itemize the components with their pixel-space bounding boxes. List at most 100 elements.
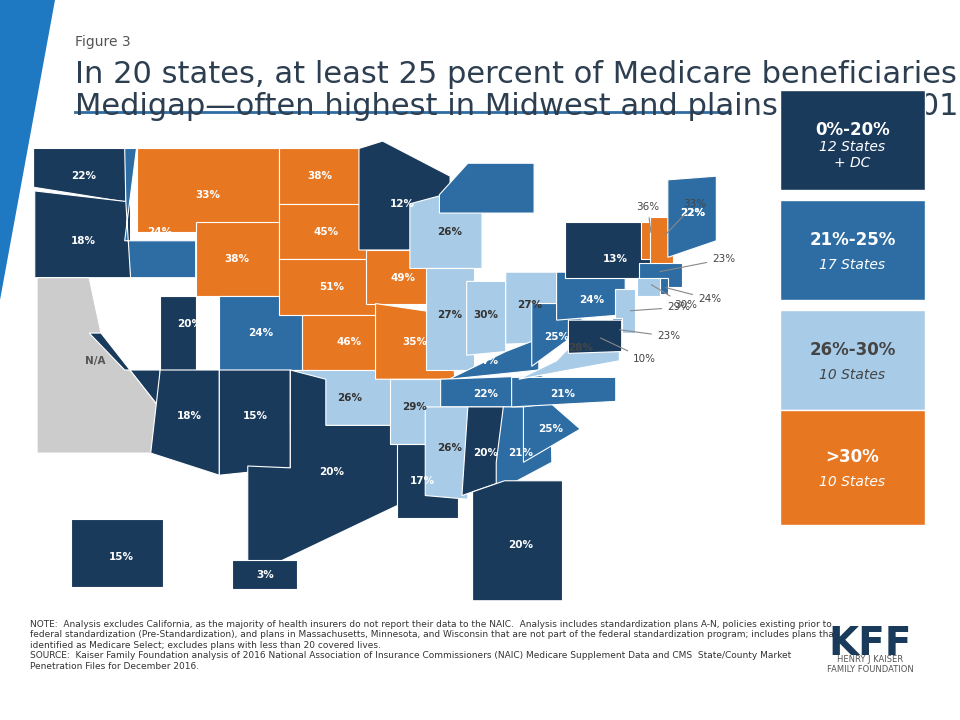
Text: 24%: 24% [249,328,274,338]
Text: N/A: N/A [84,356,106,366]
Polygon shape [232,559,297,589]
Polygon shape [125,148,196,278]
Text: 26%: 26% [438,227,463,237]
Text: 38%: 38% [307,171,332,181]
Polygon shape [366,250,443,304]
Text: 22%: 22% [681,208,706,218]
Bar [780,410,925,525]
Text: 38%: 38% [225,254,250,264]
Text: 12 States
+ DC: 12 States + DC [820,140,885,170]
Text: Medigap—often highest in Midwest and plains states, 2016: Medigap—often highest in Midwest and pla… [75,92,960,121]
Bar [780,310,925,410]
Polygon shape [290,370,392,426]
Polygon shape [426,269,473,370]
Polygon shape [302,315,390,370]
Text: 22%: 22% [473,389,498,399]
Text: 46%: 46% [337,337,362,347]
Text: 20%: 20% [178,319,203,329]
Polygon shape [278,148,366,204]
Bar [780,200,925,300]
Polygon shape [568,320,622,354]
Polygon shape [659,278,668,294]
Text: NOTE:  Analysis excludes California, as the majority of health insurers do not r: NOTE: Analysis excludes California, as t… [30,620,837,670]
Text: KFF: KFF [828,625,912,663]
Polygon shape [512,377,615,407]
Polygon shape [37,278,159,453]
Text: 3%: 3% [256,570,274,580]
Text: 23%: 23% [660,254,735,271]
Text: 21%: 21% [550,389,575,399]
Polygon shape [518,324,619,379]
Polygon shape [506,272,557,344]
Text: 24%: 24% [473,356,498,366]
Text: 25%: 25% [544,332,569,342]
Polygon shape [390,379,449,444]
Text: 26%: 26% [337,392,362,402]
Text: HENRY J KAISER
FAMILY FOUNDATION: HENRY J KAISER FAMILY FOUNDATION [827,655,913,675]
Text: 20%: 20% [509,541,534,550]
Polygon shape [278,259,381,315]
Text: 13%: 13% [603,254,628,264]
Polygon shape [136,148,278,232]
Polygon shape [396,444,458,518]
Polygon shape [0,0,55,300]
Polygon shape [462,407,505,495]
Text: 15%: 15% [242,411,267,421]
Polygon shape [614,289,635,333]
Text: 30%: 30% [473,310,498,320]
Polygon shape [612,318,622,344]
Polygon shape [472,481,563,600]
Text: 24%: 24% [148,227,173,237]
Text: 20%: 20% [320,467,345,477]
Polygon shape [640,222,663,259]
Polygon shape [440,163,534,213]
Text: 17 States: 17 States [820,258,885,272]
Text: 35%: 35% [402,337,427,347]
Text: 30%: 30% [651,284,697,310]
Polygon shape [441,376,542,407]
Text: 29%: 29% [402,402,427,412]
Text: 24%: 24% [666,287,721,304]
Text: 25%: 25% [539,424,564,434]
Polygon shape [410,194,482,269]
Polygon shape [71,519,162,587]
Polygon shape [151,370,219,475]
Polygon shape [496,407,552,492]
Polygon shape [650,217,673,265]
Text: 22%: 22% [71,171,96,181]
Text: 21%-25%: 21%-25% [809,231,896,249]
Text: 33%: 33% [665,199,707,235]
Text: Figure 3: Figure 3 [75,35,131,49]
Text: 36%: 36% [636,202,660,233]
Text: 26%: 26% [438,443,463,453]
Text: 33%: 33% [195,189,220,199]
Polygon shape [425,407,468,499]
Text: 15%: 15% [109,552,134,562]
Text: 23%: 23% [620,330,680,341]
Text: 24%: 24% [580,295,605,305]
Polygon shape [375,304,455,379]
Polygon shape [564,222,659,278]
Text: 10 States: 10 States [820,475,885,490]
Polygon shape [35,191,131,278]
Text: 28%: 28% [567,343,592,353]
Text: 29%: 29% [631,302,690,312]
Polygon shape [34,148,126,202]
Text: 17%: 17% [410,476,436,486]
Polygon shape [359,141,450,250]
Text: 10%: 10% [601,338,656,364]
Text: 10 States: 10 States [820,368,885,382]
Text: 18%: 18% [71,235,96,246]
Text: 49%: 49% [391,273,416,283]
Bar [780,90,925,190]
Polygon shape [449,338,539,379]
Text: 12%: 12% [391,199,416,209]
Text: 22%: 22% [681,208,706,218]
Polygon shape [637,278,660,296]
Text: In 20 states, at least 25 percent of Medicare beneficiaries have: In 20 states, at least 25 percent of Med… [75,60,960,89]
Text: 21%: 21% [485,227,510,237]
Polygon shape [668,176,716,257]
Text: 18%: 18% [178,411,203,421]
Polygon shape [219,296,302,370]
Text: 18%: 18% [118,346,143,356]
